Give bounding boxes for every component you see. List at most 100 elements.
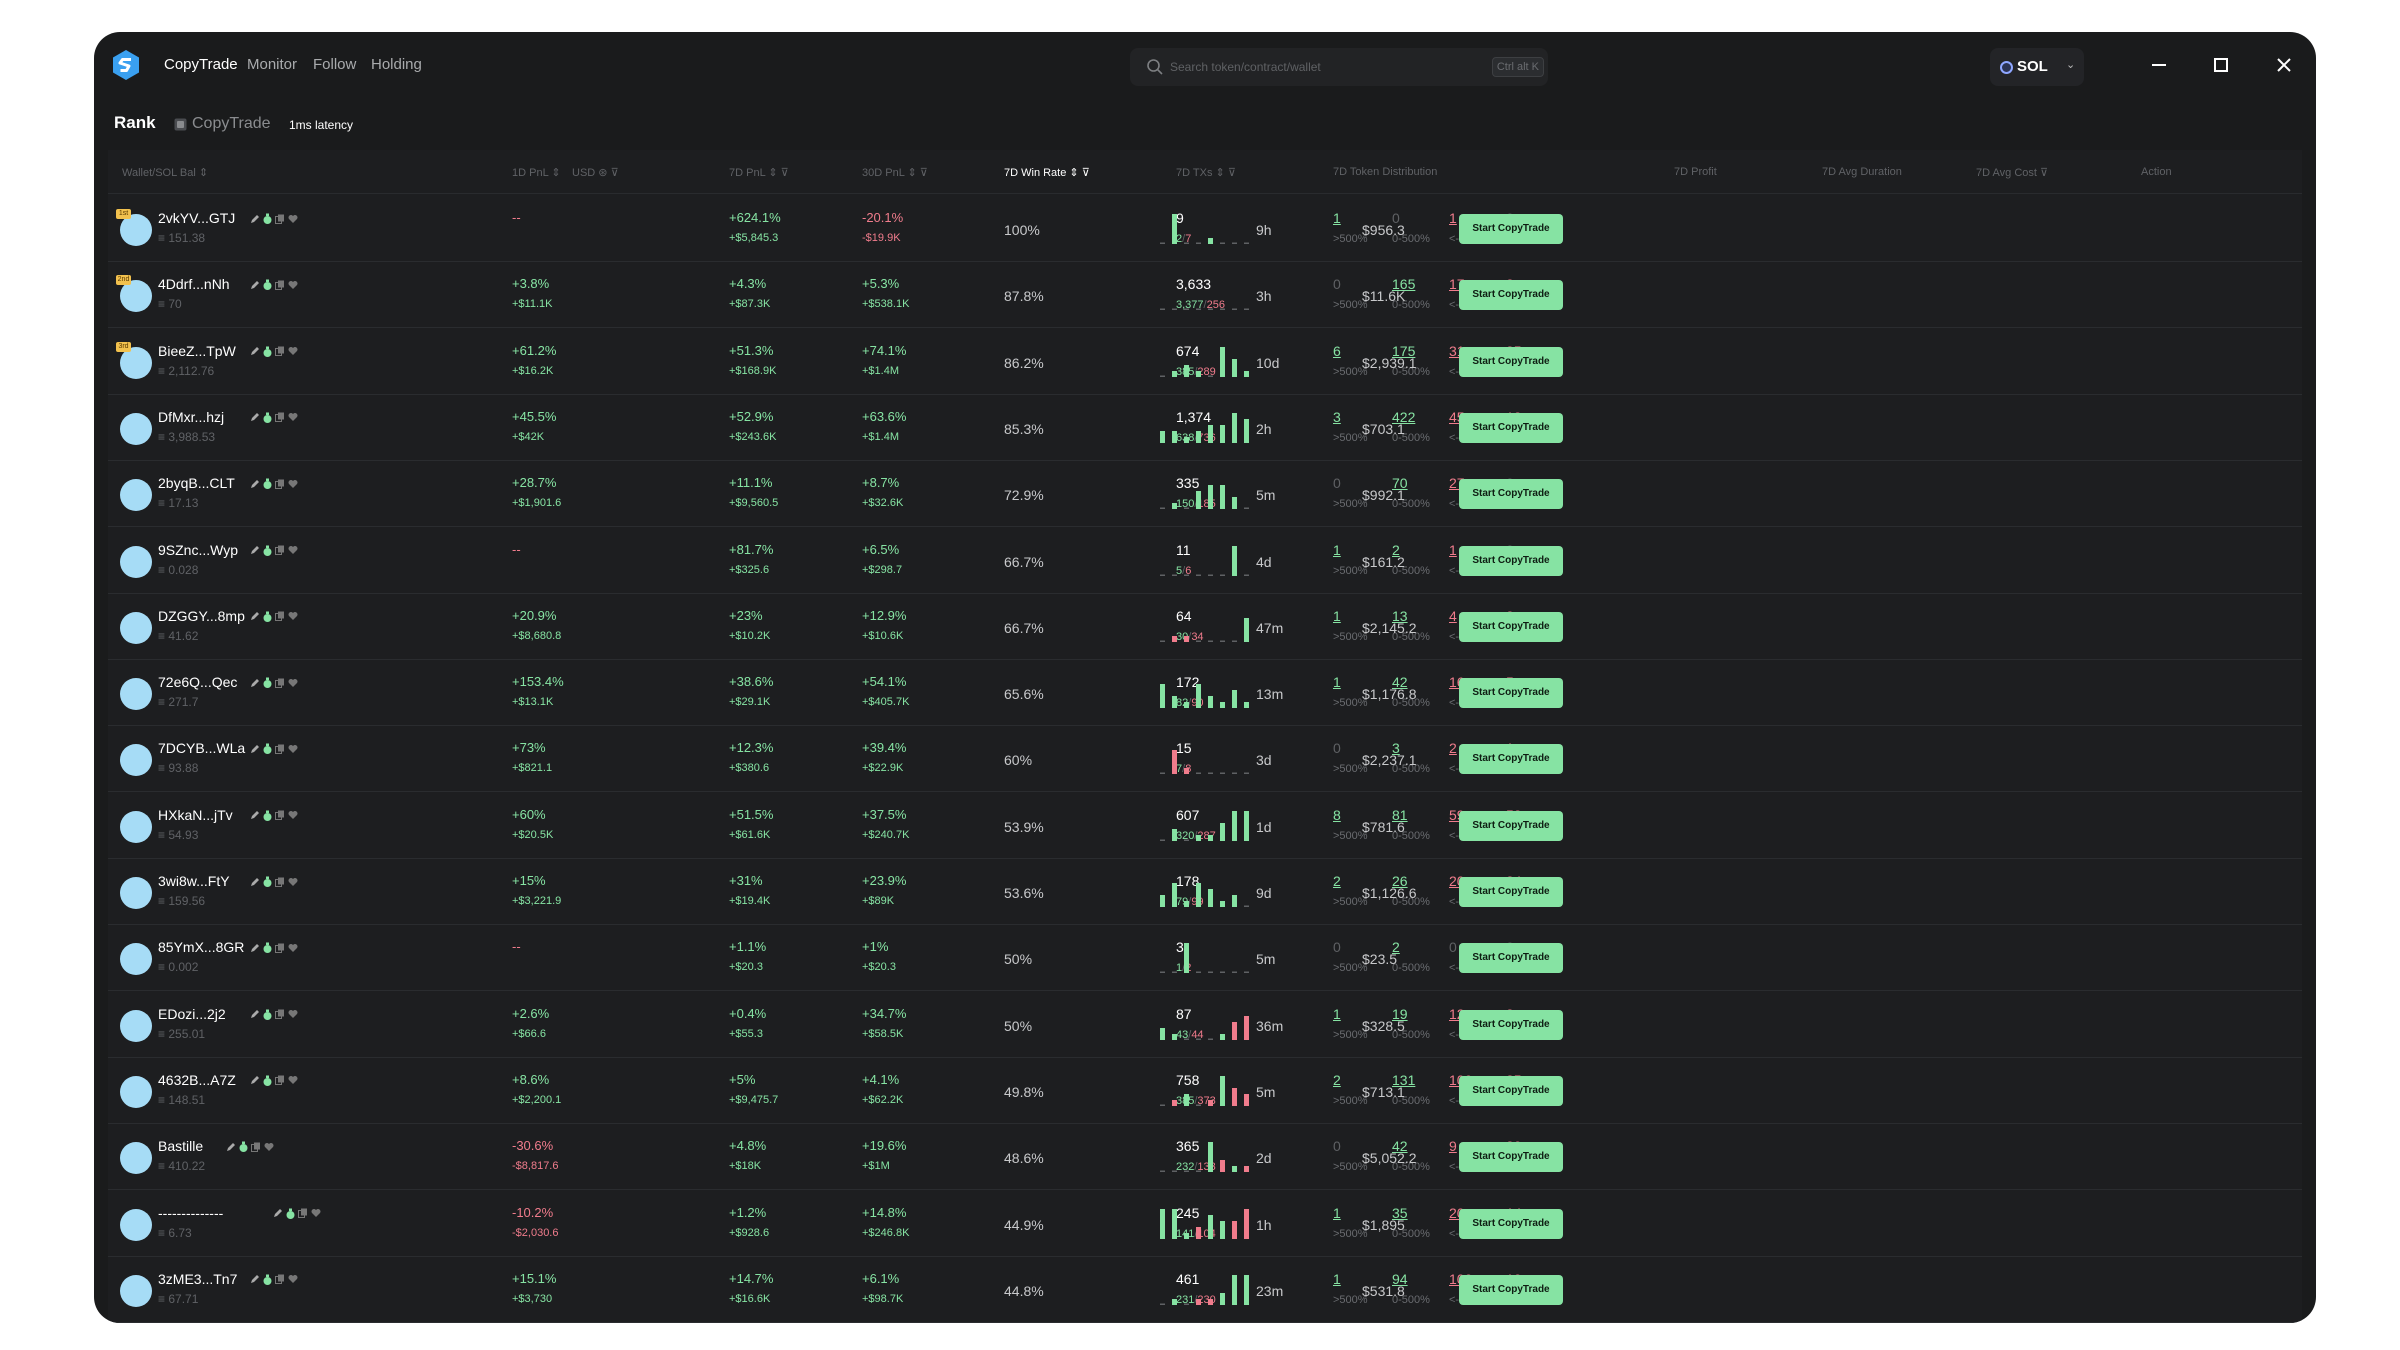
avatar[interactable] [120,346,152,379]
heart-icon[interactable] [288,479,298,489]
start-copytrade-button[interactable]: Start CopyTrade [1459,678,1563,709]
edit-icon[interactable] [250,1009,260,1019]
avatar[interactable] [120,678,152,711]
chain-selector[interactable]: SOL ⌄ [1990,48,2084,86]
dist-count[interactable]: 26 [1392,873,1408,889]
dist-count[interactable]: 2 [1333,1071,1341,1088]
dist-count[interactable]: 422 [1392,408,1416,425]
copy-icon[interactable] [274,678,285,688]
header-7d-txs[interactable]: 7D TXs ⇕ ⊽ [1176,167,1236,179]
start-copytrade-button[interactable]: Start CopyTrade [1459,346,1563,377]
wallet-address[interactable]: DZGGY...8mp [158,607,245,624]
wallet-address[interactable]: 2vkYV...GTJ [158,210,236,226]
start-copytrade-button[interactable]: Start CopyTrade [1459,1208,1563,1239]
wallet-address[interactable]: 3zME3...Tn7 [158,1270,238,1287]
start-copytrade-button[interactable]: Start CopyTrade [1459,545,1563,576]
avatar[interactable] [120,877,152,909]
heart-icon[interactable] [288,214,298,224]
heart-icon[interactable] [311,1208,321,1218]
sort-icon[interactable]: ⇕ [551,167,561,179]
dist-count[interactable]: 81 [1392,806,1408,823]
nav-follow[interactable]: Follow [313,56,357,73]
dist-count[interactable]: 19 [1392,1005,1408,1022]
start-copytrade-button[interactable]: Start CopyTrade [1459,877,1563,907]
nav-holding[interactable]: Holding [371,56,422,73]
edit-icon[interactable] [226,1142,236,1152]
dist-count[interactable]: 3 [1333,408,1341,425]
dist-count[interactable]: 4 [1449,607,1457,624]
copy-icon[interactable] [274,545,285,555]
avatar[interactable] [120,1274,152,1307]
start-copytrade-button[interactable]: Start CopyTrade [1459,280,1563,311]
table-row[interactable]: EDozi...2j2 ≡ 255.01 +2.6% +$66.6 +0.4% +$55.… [108,992,2302,1058]
heart-icon[interactable] [288,877,298,887]
dist-count[interactable]: 2 [1333,873,1341,889]
dist-count[interactable]: 1 [1333,1270,1341,1287]
wallet-address[interactable]: 7DCYB...WLa [158,740,246,757]
start-copytrade-button[interactable]: Start CopyTrade [1459,943,1563,974]
heart-icon[interactable] [264,1142,274,1152]
copy-icon[interactable] [274,280,285,290]
sort-icon[interactable]: ⇕ [907,167,917,179]
dist-count[interactable]: 2 [1392,939,1400,956]
copy-icon[interactable] [274,1274,285,1285]
nav-monitor[interactable]: Monitor [247,56,298,73]
avatar[interactable] [120,1009,152,1042]
wallet-address[interactable]: 3wi8w...FtY [158,873,230,889]
table-row[interactable]: 3rd BieeZ...TpW ≡ 2,112.76 +61.2% +$16.2K +51… [108,329,2302,395]
edit-icon[interactable] [250,280,260,290]
filter-icon[interactable]: ⊽ [1081,167,1090,179]
avatar[interactable] [120,1075,152,1108]
avatar[interactable] [120,943,152,976]
avatar[interactable] [120,214,152,246]
edit-icon[interactable] [250,545,260,555]
table-row[interactable]: HXkaN...jTv ≡ 54.93 +60% +$20.5K +51.5% +$61.… [108,793,2302,859]
sort-icon[interactable]: ⇕ [768,167,778,179]
wallet-address[interactable]: 9SZnc...Wyp [158,541,239,558]
dist-count[interactable]: 1 [1333,1204,1341,1221]
table-row[interactable]: 3wi8w...FtY ≡ 159.56 +15% +$3,221.9 +31% +$19… [108,859,2302,925]
wallet-address[interactable]: 72e6Q...Qec [158,674,238,691]
header-7d-win-rate[interactable]: 7D Win Rate ⇕ ⊽ [1004,167,1090,179]
avatar[interactable] [120,412,152,445]
wallet-address[interactable]: DfMxr...hzj [158,408,225,425]
start-copytrade-button[interactable]: Start CopyTrade [1459,1075,1563,1106]
copy-icon[interactable] [274,1075,285,1086]
header-usd-toggle[interactable]: USD ⊛ ⊽ [572,167,619,179]
nav-copytrade[interactable]: CopyTrade [164,56,238,73]
start-copytrade-button[interactable]: Start CopyTrade [1459,1142,1563,1173]
filter-icon[interactable]: ⊽ [780,167,789,179]
search-input[interactable] [1170,48,1500,86]
header-avg-cost[interactable]: 7D Avg Cost ⊽ [1976,167,2049,179]
sort-icon[interactable]: ⇕ [1069,167,1079,179]
dist-count[interactable]: 1 [1333,210,1341,226]
heart-icon[interactable] [288,1075,298,1085]
copy-icon[interactable] [274,1009,285,1020]
table-row[interactable]: 2nd 4Ddrf...nNh ≡ 70 +3.8% +$11.1K +4.3% +$87.… [108,262,2302,329]
filter-icon[interactable]: ⊽ [2040,167,2049,179]
start-copytrade-button[interactable]: Start CopyTrade [1459,1274,1563,1305]
table-row[interactable]: 72e6Q...Qec ≡ 271.7 +153.4% +$13.1K +38.6% +$… [108,660,2302,727]
table-row[interactable]: DfMxr...hzj ≡ 3,988.53 +45.5% +$42K +52.9% +$… [108,395,2302,461]
wallet-address[interactable]: 85YmX...8GR [158,939,245,956]
heart-icon[interactable] [288,744,298,754]
dist-count[interactable]: 35 [1392,1204,1408,1221]
edit-icon[interactable] [250,877,260,887]
start-copytrade-button[interactable]: Start CopyTrade [1459,611,1563,642]
wallet-address[interactable]: Bastille [158,1138,204,1155]
dist-count[interactable]: 2 [1449,740,1457,757]
copy-icon[interactable] [274,412,285,423]
avatar[interactable] [120,1142,152,1175]
copy-icon[interactable] [274,611,285,622]
maximize-icon[interactable] [2206,50,2236,80]
heart-icon[interactable] [288,611,298,621]
swap-icon[interactable]: ⊛ [598,167,608,179]
edit-icon[interactable] [273,1208,283,1218]
edit-icon[interactable] [250,1075,260,1085]
heart-icon[interactable] [288,943,298,953]
heart-icon[interactable] [288,412,298,422]
dist-count[interactable]: 42 [1392,674,1408,691]
avatar[interactable] [120,479,152,512]
table-row[interactable]: 1st 2vkYV...GTJ ≡ 151.38 -- +624.1% +$5,845.3… [108,196,2302,262]
edit-icon[interactable] [250,1274,260,1284]
